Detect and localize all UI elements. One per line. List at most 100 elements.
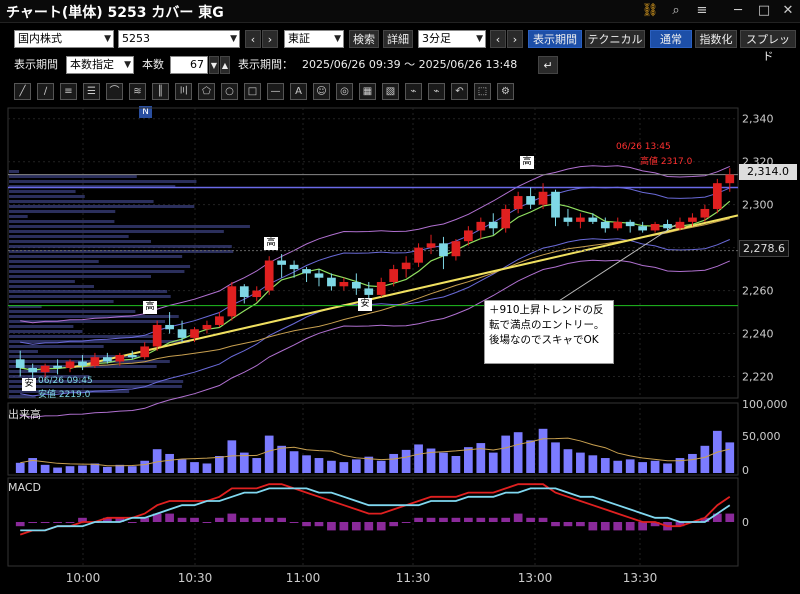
macd-histogram-bar	[290, 522, 299, 523]
macd-histogram-bar	[377, 522, 386, 530]
candle-body	[302, 269, 311, 273]
note-callout[interactable]: ＋910上昇トレンドの反転で満点のエントリー。後場なのでスキャでOK	[484, 300, 614, 364]
profile-bar	[9, 230, 224, 233]
volume-bar	[402, 450, 411, 473]
candle-body	[626, 222, 635, 226]
volume-bar	[701, 446, 710, 473]
volume-bar	[53, 468, 62, 473]
volume-bar	[464, 447, 473, 473]
volume-bar	[389, 454, 398, 473]
volume-bar	[340, 462, 349, 473]
low-annotation-time: 06/26 09:45	[38, 376, 93, 386]
profile-bar	[9, 290, 167, 293]
profile-bar	[9, 315, 179, 318]
price-tick-label: 2,300	[742, 199, 774, 212]
candle-body	[277, 261, 286, 265]
volume-bars	[16, 429, 734, 473]
volume-tick-label: 50,000	[742, 430, 781, 443]
candle-body	[340, 282, 349, 286]
profile-bar	[9, 300, 114, 303]
macd-tick-label: 0	[742, 516, 749, 529]
profile-bar	[9, 240, 151, 243]
macd-histogram-bar	[564, 522, 573, 526]
macd-histogram-bar	[203, 522, 212, 523]
volume-bar	[476, 443, 485, 473]
low-marker: 安	[22, 378, 36, 391]
candle-body	[327, 278, 336, 287]
profile-bar	[9, 170, 19, 173]
candle-body	[638, 226, 647, 230]
time-tick-label: 11:30	[396, 571, 431, 585]
candle-body	[240, 286, 249, 297]
volume-bar	[501, 436, 510, 473]
candle-body	[613, 222, 622, 228]
volume-bar	[576, 453, 585, 473]
note-pointer	[545, 222, 680, 310]
candle-body	[576, 218, 585, 222]
macd-histogram-bar	[476, 518, 485, 522]
macd-histogram-bar	[452, 518, 461, 522]
candle-body	[165, 325, 174, 329]
volume-bar	[514, 432, 523, 473]
price-tick-label: 2,220	[742, 371, 774, 384]
candle-body	[16, 359, 25, 368]
candle-body	[41, 366, 50, 372]
candle-body	[265, 261, 274, 291]
profile-bar	[9, 330, 83, 333]
candle-body	[115, 355, 124, 361]
profile-bar	[9, 190, 76, 193]
profile-bar	[9, 200, 154, 203]
candle-body	[725, 175, 734, 184]
high-marker: 高	[520, 156, 534, 169]
volume-bar	[626, 459, 635, 473]
macd-histogram-bar	[265, 518, 274, 522]
profile-bar	[9, 280, 75, 283]
macd-histogram-bar	[389, 522, 398, 526]
candle-body	[91, 357, 100, 366]
volume-bar	[414, 444, 423, 473]
candle-body	[290, 265, 299, 269]
volume-bar	[277, 446, 286, 473]
volume-bar	[651, 461, 660, 473]
macd-histogram-bar	[638, 522, 647, 530]
profile-bar	[9, 345, 104, 348]
volume-bar	[128, 466, 137, 473]
volume-bar	[140, 461, 149, 473]
profile-bar	[9, 195, 85, 198]
volume-bar	[688, 454, 697, 473]
macd-line	[20, 484, 730, 534]
volume-bar	[265, 436, 274, 473]
profile-bar	[9, 350, 38, 353]
candle-body	[402, 263, 411, 269]
profile-bar	[9, 205, 194, 208]
macd-histogram-bar	[551, 522, 560, 526]
volume-bar	[601, 458, 610, 473]
macd-histogram-bar	[501, 518, 510, 522]
volume-bar	[327, 461, 336, 473]
volume-bar	[252, 458, 261, 473]
candle-body	[414, 248, 423, 263]
profile-bar	[9, 270, 184, 273]
volume-bar	[539, 429, 548, 473]
macd-histogram-bar	[240, 518, 249, 522]
profile-bar	[9, 275, 151, 278]
macd-histogram-bar	[215, 518, 224, 522]
candle-body	[78, 361, 87, 365]
time-tick-label: 13:30	[623, 571, 658, 585]
candle-body	[53, 366, 62, 368]
macd-histogram-bar	[178, 518, 187, 522]
candle-body	[564, 218, 573, 222]
candle-body	[252, 291, 261, 297]
profile-bar	[9, 220, 114, 223]
candle-body	[389, 269, 398, 282]
volume-bar	[526, 440, 535, 473]
candle-body	[601, 222, 610, 228]
candle-body	[676, 222, 685, 228]
profile-bar	[9, 210, 115, 213]
macd-histogram-bar	[128, 522, 137, 523]
volume-bar	[489, 453, 498, 473]
macd-label: MACD	[8, 481, 41, 494]
volume-bar	[377, 461, 386, 473]
high-marker: 高	[264, 237, 278, 250]
candle-body	[439, 243, 448, 256]
